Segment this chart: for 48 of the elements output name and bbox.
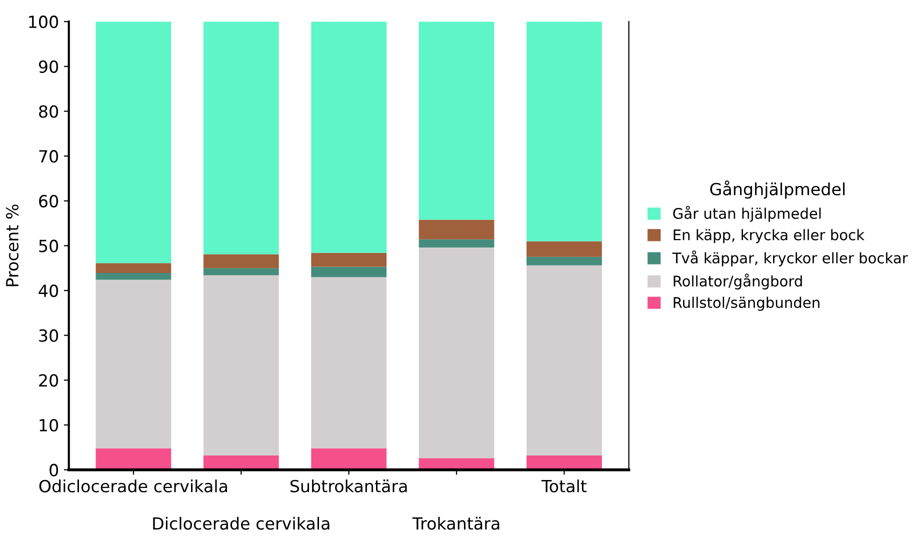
bar xyxy=(96,273,172,280)
bar xyxy=(203,268,279,276)
bar xyxy=(203,254,279,268)
bar xyxy=(311,448,387,470)
y-tick-label: 60 xyxy=(39,194,58,208)
y-tick-label: 90 xyxy=(38,60,58,73)
bar xyxy=(526,241,602,257)
bar xyxy=(526,256,602,266)
y-tick-label: 10 xyxy=(40,418,58,432)
x-tick-label: Diclocerade cervikala xyxy=(153,516,330,530)
y-tick-label: 100 xyxy=(29,16,58,28)
y-tick-label: 50 xyxy=(39,240,58,252)
bar xyxy=(96,448,172,470)
legend-label: Två käppar, kryckor eller bockar xyxy=(672,250,908,266)
bar xyxy=(311,277,387,448)
legend-label: Rollator/gångbord xyxy=(674,274,802,290)
y-tick-label: 70 xyxy=(39,150,58,163)
x-tick-label: Totalt xyxy=(541,480,587,492)
y-tick-label: 40 xyxy=(38,284,58,298)
bar xyxy=(418,458,494,470)
y-tick-label: 20 xyxy=(39,374,58,387)
legend-title: Gånghjälpmedel xyxy=(710,180,845,199)
x-tick-label: Odiclocerade cervikala xyxy=(39,480,228,492)
legend-label: Rullstol/sängbunden xyxy=(674,296,820,311)
legend-label: En käpp, krycka eller bock xyxy=(674,229,864,244)
y-tick-label: 80 xyxy=(39,105,58,118)
bar xyxy=(96,263,172,274)
bar xyxy=(311,266,387,278)
bar xyxy=(311,252,387,267)
legend-label: Går utan hjälpmedel xyxy=(673,206,821,222)
bar xyxy=(203,455,279,470)
bar xyxy=(526,22,602,242)
bar xyxy=(96,22,172,264)
bar xyxy=(418,239,494,248)
x-tick-label: Trokantära xyxy=(412,516,500,530)
bar xyxy=(203,275,279,456)
bar xyxy=(418,220,494,240)
bar xyxy=(418,247,494,458)
bar xyxy=(96,280,172,448)
bar xyxy=(311,22,387,253)
x-tick-label: Subtrokantära xyxy=(290,480,407,492)
bar xyxy=(526,455,602,470)
bar xyxy=(418,22,494,220)
y-tick-label: 0 xyxy=(50,464,58,476)
y-tick-label: 30 xyxy=(39,329,58,342)
bar xyxy=(526,265,602,456)
y-axis-title: Procent % xyxy=(6,204,19,286)
bar xyxy=(203,22,279,254)
